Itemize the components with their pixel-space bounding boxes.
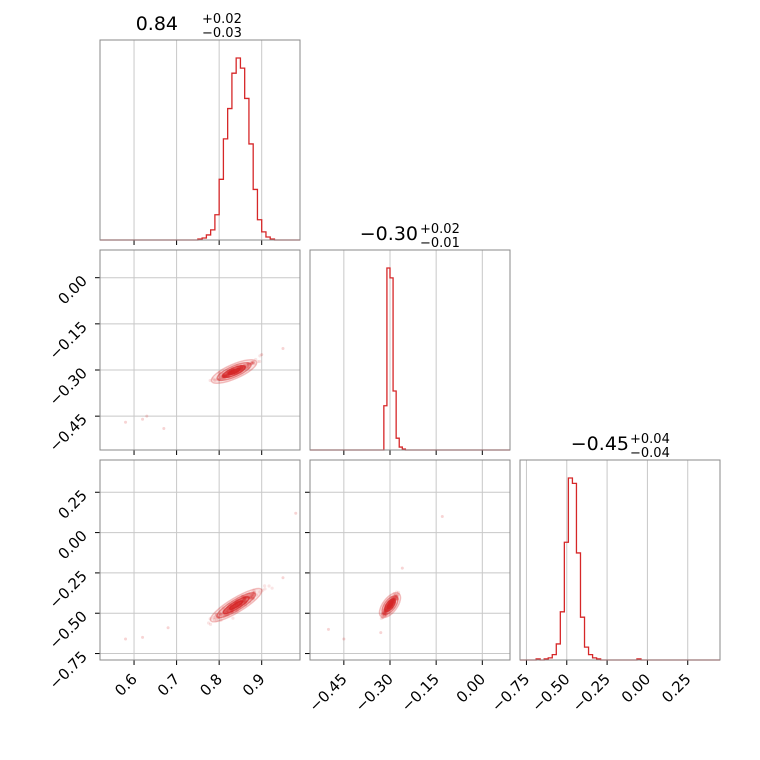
x-tick-label-0: 0.6 [111,670,141,700]
sample-point [207,621,210,624]
outlier-point [141,636,144,639]
outlier-point [145,415,148,418]
scatter-points [124,512,297,641]
x-tick-label-0: 0.7 [154,670,184,700]
x-tick-label-2: 0.00 [618,670,654,706]
outlier-point [124,638,127,641]
y-tick-label-2: −0.25 [46,567,91,612]
panel-frame [100,460,300,660]
title-median-0: 0.84 [136,13,178,35]
outlier-point [441,515,444,518]
histogram-panel-1 [310,250,510,455]
histogram-step-line [100,58,300,240]
sample-point [267,584,270,587]
title-minus-0: −0.03 [202,26,242,41]
y-tick-label-1: 0.00 [54,272,90,308]
panel-frame [310,460,510,660]
density-panel-0-1 [95,250,300,455]
y-tick-label-2: −0.75 [46,648,91,693]
y-tick-label-2: −0.50 [46,607,91,652]
y-tick-label-2: 0.00 [54,527,90,563]
outlier-point [401,567,404,570]
title-param-1: −0.30 +0.02 −0.01 [360,222,460,251]
panel-frame [100,250,300,450]
sample-point [231,617,234,620]
scatter-points [124,347,284,430]
sample-point [258,360,261,363]
title-median-2: −0.45 [571,433,629,455]
outlier-point [327,628,330,631]
panel-frame [100,40,300,240]
title-minus-2: −0.04 [630,446,670,461]
y-tick-label-1: −0.45 [46,410,91,455]
histogram-panel-2 [520,460,720,665]
title-param-2: −0.45 +0.04 −0.04 [571,432,670,461]
outlier-point [294,512,297,515]
title-minus-1: −0.01 [420,236,460,251]
sample-point [263,587,266,590]
sample-point [271,587,274,590]
sample-point [263,584,266,587]
title-plus-0: +0.02 [202,12,242,27]
outlier-point [342,638,345,641]
histogram-step-line [520,478,720,660]
scatter-points [327,515,444,641]
density-panel-1-2 [305,460,510,665]
x-tick-label-2: −0.50 [528,670,573,715]
outlier-point [167,626,170,629]
title-plus-1: +0.02 [420,222,460,237]
histogram-step-line [310,268,510,450]
outlier-point [162,427,165,430]
y-tick-label-1: −0.30 [46,364,91,409]
title-median-1: −0.30 [360,223,418,245]
title-plus-2: +0.04 [630,432,670,447]
x-tick-label-0: 0.9 [239,670,269,700]
x-tick-label-1: 0.00 [453,670,489,706]
density-panel-0-2 [95,460,300,665]
histogram-panel-0 [100,40,300,245]
outlier-point [141,418,144,421]
x-tick-label-0: 0.8 [196,670,226,700]
outlier-point [281,576,284,579]
x-tick-label-2: −0.25 [569,670,614,715]
panel-frame [520,460,720,660]
y-tick-label-1: −0.15 [46,318,91,363]
x-tick-label-1: −0.15 [398,670,443,715]
outlier-point [379,631,382,634]
outlier-point [124,421,127,424]
title-param-0: 0.84 +0.02 −0.03 [136,12,242,41]
x-tick-label-2: −0.75 [488,670,533,715]
x-tick-label-2: 0.25 [658,670,694,706]
x-tick-label-1: −0.45 [305,670,350,715]
y-tick-label-2: 0.25 [54,486,90,522]
outlier-point [281,347,284,350]
outlier-point [260,353,263,356]
panel-frame [310,250,510,450]
x-tick-label-1: −0.30 [352,670,397,715]
